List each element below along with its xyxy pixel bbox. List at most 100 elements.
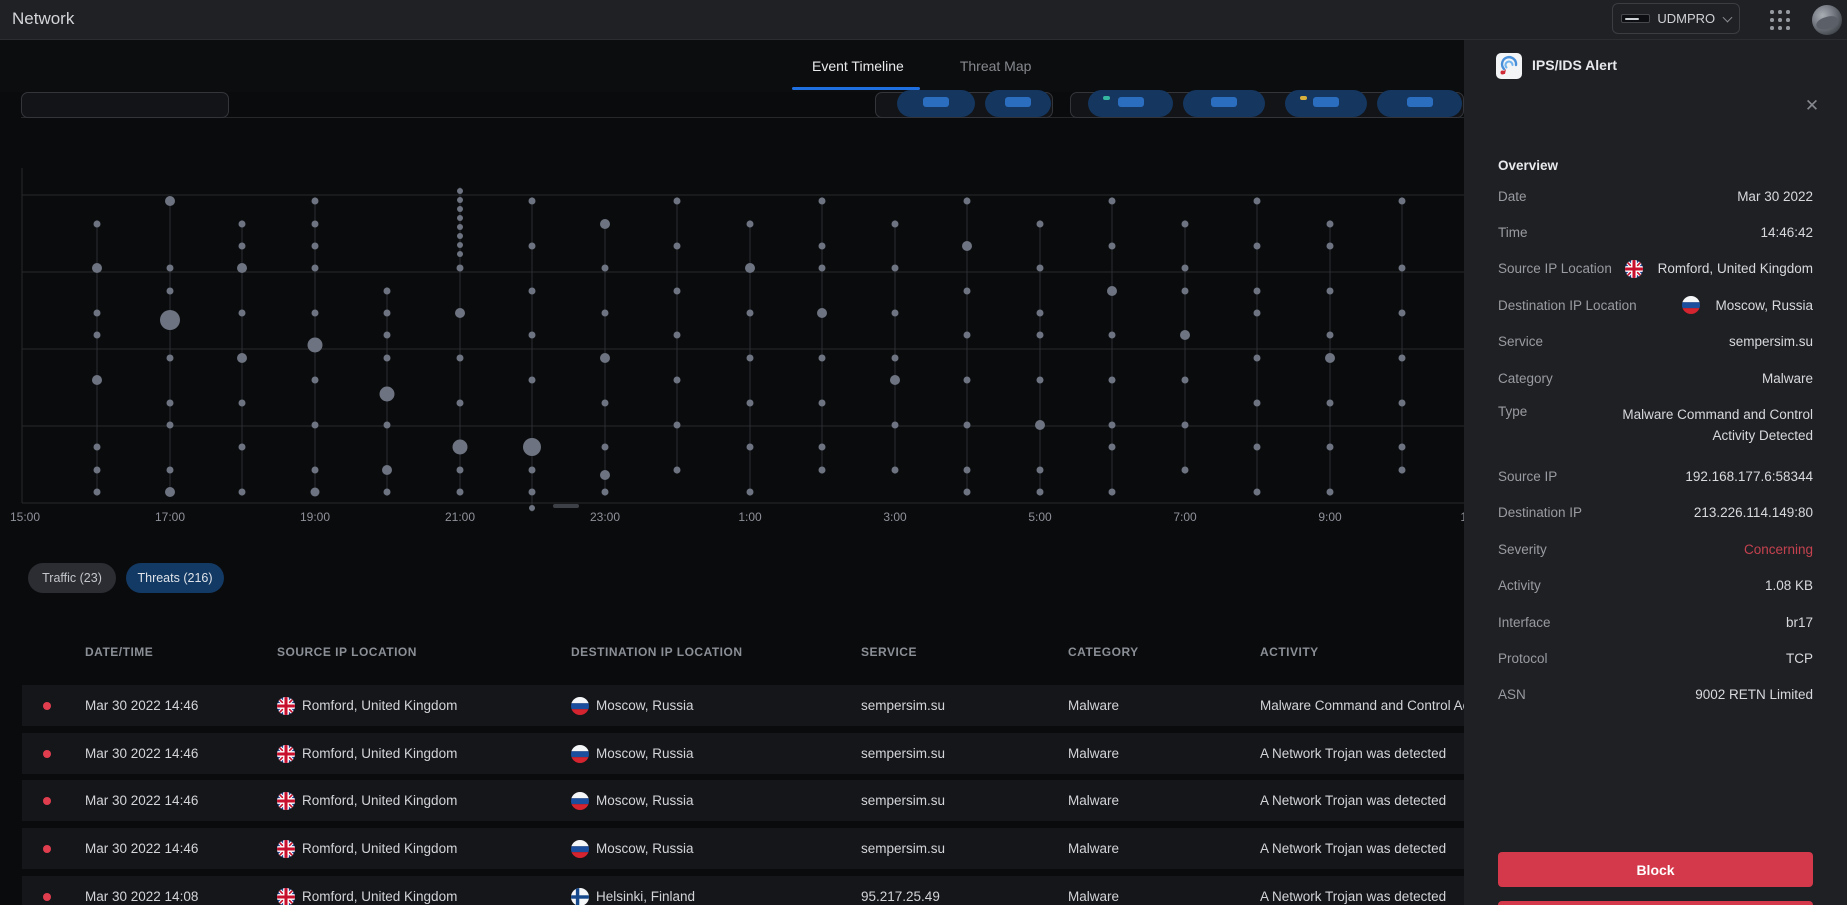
event-dot[interactable] — [1109, 198, 1116, 205]
event-dot[interactable] — [237, 353, 247, 363]
event-dot[interactable] — [457, 206, 463, 212]
chart-scroll-thumb[interactable] — [553, 504, 579, 508]
event-dot[interactable] — [529, 489, 536, 496]
event-dot[interactable] — [1109, 377, 1116, 384]
event-dot[interactable] — [457, 224, 463, 230]
event-dot[interactable] — [529, 243, 536, 250]
event-dot[interactable] — [1399, 310, 1406, 317]
event-dot[interactable] — [674, 332, 681, 339]
secondary-action-button[interactable] — [1498, 901, 1813, 905]
event-dot[interactable] — [453, 440, 468, 455]
event-dot[interactable] — [457, 233, 463, 239]
event-dot[interactable] — [1035, 420, 1045, 430]
event-dot[interactable] — [602, 489, 609, 496]
event-dot[interactable] — [239, 444, 246, 451]
event-dot[interactable] — [457, 197, 463, 203]
event-dot[interactable] — [817, 308, 827, 318]
event-dot[interactable] — [1182, 467, 1189, 474]
table-row[interactable]: Mar 30 2022 14:46Romford, United Kingdom… — [22, 780, 1464, 821]
event-dot[interactable] — [1182, 265, 1189, 272]
event-dot[interactable] — [167, 422, 174, 429]
event-dot[interactable] — [1254, 355, 1261, 362]
event-dot[interactable] — [892, 467, 899, 474]
event-dot[interactable] — [165, 487, 175, 497]
event-dot[interactable] — [602, 400, 609, 407]
event-dot[interactable] — [674, 422, 681, 429]
event-dot[interactable] — [1399, 467, 1406, 474]
event-dot[interactable] — [380, 387, 395, 402]
event-dot[interactable] — [745, 263, 755, 273]
event-dot[interactable] — [674, 243, 681, 250]
event-dot[interactable] — [455, 308, 465, 318]
event-dot[interactable] — [892, 422, 899, 429]
event-dot[interactable] — [602, 310, 609, 317]
event-dot[interactable] — [239, 310, 246, 317]
event-dot[interactable] — [167, 467, 174, 474]
event-dot[interactable] — [1254, 444, 1261, 451]
event-dot[interactable] — [819, 198, 826, 205]
event-dot[interactable] — [167, 288, 174, 295]
table-row[interactable]: Mar 30 2022 14:46Romford, United Kingdom… — [22, 733, 1464, 774]
event-dot[interactable] — [674, 198, 681, 205]
event-dot[interactable] — [674, 288, 681, 295]
event-dot[interactable] — [94, 332, 101, 339]
event-dot[interactable] — [1109, 243, 1116, 250]
event-dot[interactable] — [312, 221, 319, 228]
event-dot[interactable] — [239, 489, 246, 496]
threats-filter-pill[interactable]: Threats (216) — [126, 563, 224, 593]
toolbar-button-fragment[interactable] — [897, 90, 975, 117]
app-switcher-icon[interactable] — [1768, 8, 1792, 32]
event-dot[interactable] — [312, 422, 319, 429]
event-dot[interactable] — [1109, 489, 1116, 496]
event-dot[interactable] — [529, 505, 535, 511]
event-dot[interactable] — [819, 355, 826, 362]
event-dot[interactable] — [529, 377, 536, 384]
event-dot[interactable] — [890, 375, 900, 385]
event-dot[interactable] — [529, 288, 536, 295]
event-dot[interactable] — [167, 355, 174, 362]
close-icon[interactable]: ✕ — [1802, 96, 1822, 116]
event-dot[interactable] — [1327, 221, 1334, 228]
event-dot[interactable] — [382, 465, 392, 475]
event-dot[interactable] — [384, 489, 391, 496]
event-dot[interactable] — [892, 355, 899, 362]
avatar[interactable] — [1812, 5, 1842, 35]
event-dot[interactable] — [457, 265, 464, 272]
event-dot[interactable] — [1254, 400, 1261, 407]
event-dot[interactable] — [602, 265, 609, 272]
event-dot[interactable] — [674, 377, 681, 384]
event-dot[interactable] — [1109, 422, 1116, 429]
event-dot[interactable] — [384, 288, 391, 295]
event-dot[interactable] — [1327, 243, 1334, 250]
event-dot[interactable] — [747, 221, 754, 228]
column-header[interactable]: SOURCE IP LOCATION — [277, 645, 417, 659]
event-dot[interactable] — [1182, 377, 1189, 384]
block-button[interactable]: Block — [1498, 852, 1813, 887]
event-dot[interactable] — [94, 221, 101, 228]
toolbar-button-fragment[interactable] — [1377, 90, 1462, 117]
event-dot[interactable] — [1107, 286, 1117, 296]
event-dot[interactable] — [1180, 330, 1190, 340]
toolbar-button-fragment[interactable] — [1285, 90, 1367, 117]
event-dot[interactable] — [92, 375, 102, 385]
event-dot[interactable] — [819, 400, 826, 407]
event-dot[interactable] — [674, 467, 681, 474]
event-dot[interactable] — [1182, 422, 1189, 429]
table-row[interactable]: Mar 30 2022 14:46Romford, United Kingdom… — [22, 685, 1464, 726]
event-dot[interactable] — [384, 422, 391, 429]
event-dot[interactable] — [1325, 353, 1335, 363]
event-dot[interactable] — [1109, 444, 1116, 451]
toolbar-box-fragment[interactable] — [21, 92, 229, 118]
event-dot[interactable] — [964, 198, 971, 205]
event-dot[interactable] — [819, 243, 826, 250]
event-dot[interactable] — [384, 355, 391, 362]
event-dot[interactable] — [312, 310, 319, 317]
event-dot[interactable] — [457, 215, 463, 221]
event-dot[interactable] — [819, 444, 826, 451]
event-dot[interactable] — [602, 444, 609, 451]
event-dot[interactable] — [165, 196, 175, 206]
column-header[interactable]: CATEGORY — [1068, 645, 1139, 659]
event-dot[interactable] — [964, 467, 971, 474]
event-dot[interactable] — [964, 332, 971, 339]
device-selector[interactable]: UDMPRO — [1612, 3, 1740, 34]
